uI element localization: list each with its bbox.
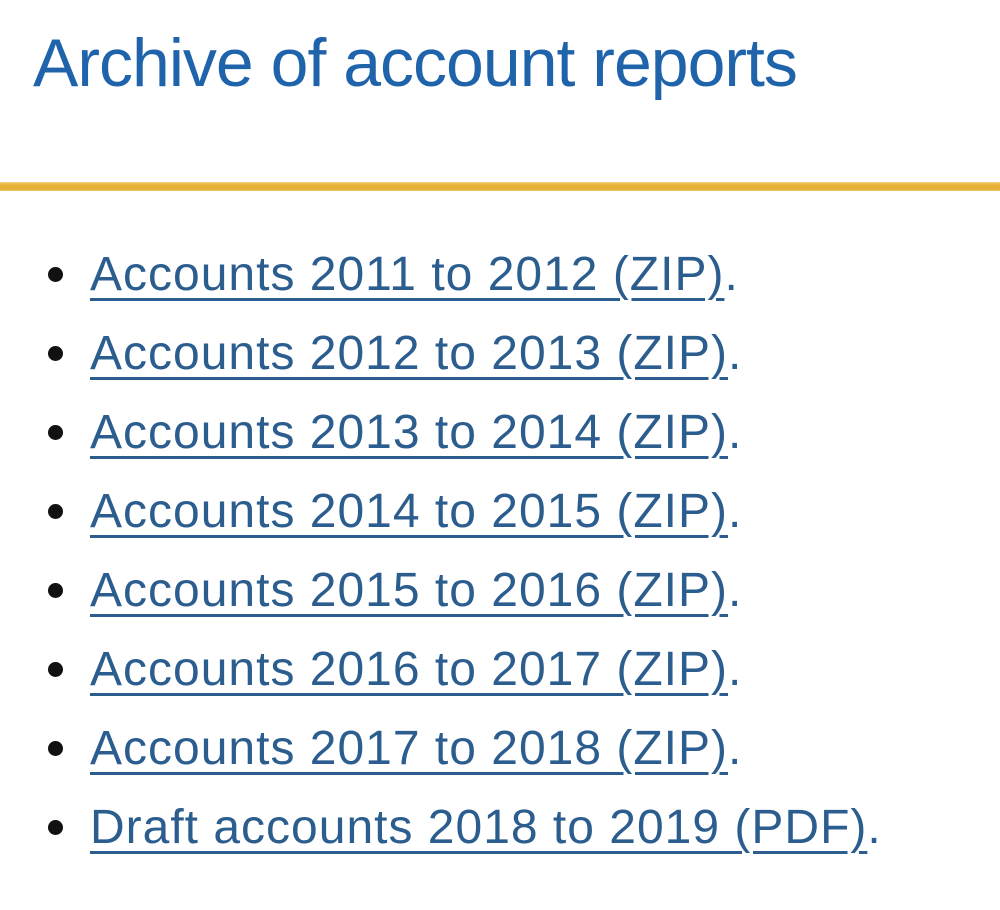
list-item-period: .: [728, 722, 743, 775]
report-link[interactable]: Accounts 2015 to 2016 (ZIP): [90, 564, 729, 617]
list-item-period: .: [728, 564, 743, 617]
list-item: Accounts 2015 to 2016 (ZIP).: [0, 558, 882, 623]
list-item-period: .: [724, 248, 739, 301]
bullet-icon: [48, 267, 63, 282]
report-link[interactable]: Draft accounts 2018 to 2019 (PDF): [90, 801, 868, 854]
list-item: Accounts 2014 to 2015 (ZIP).: [0, 479, 882, 544]
section-divider: [0, 182, 1000, 191]
list-item-period: .: [867, 801, 882, 854]
report-list: Accounts 2011 to 2012 (ZIP). Accounts 20…: [0, 242, 882, 874]
report-link[interactable]: Accounts 2017 to 2018 (ZIP): [90, 722, 729, 775]
list-item-period: .: [728, 485, 743, 538]
bullet-icon: [48, 662, 63, 677]
list-item: Draft accounts 2018 to 2019 (PDF).: [0, 795, 882, 860]
report-link[interactable]: Accounts 2014 to 2015 (ZIP): [90, 485, 729, 538]
list-item: Accounts 2013 to 2014 (ZIP).: [0, 400, 882, 465]
report-link[interactable]: Accounts 2016 to 2017 (ZIP): [90, 643, 729, 696]
list-item-period: .: [728, 327, 743, 380]
bullet-icon: [48, 425, 63, 440]
list-item: Accounts 2012 to 2013 (ZIP).: [0, 321, 882, 386]
list-item: Accounts 2016 to 2017 (ZIP).: [0, 637, 882, 702]
bullet-icon: [48, 820, 63, 835]
report-link[interactable]: Accounts 2012 to 2013 (ZIP): [90, 327, 729, 380]
bullet-icon: [48, 504, 63, 519]
list-item: Accounts 2017 to 2018 (ZIP).: [0, 716, 882, 781]
bullet-icon: [48, 741, 63, 756]
bullet-icon: [48, 583, 63, 598]
report-link[interactable]: Accounts 2011 to 2012 (ZIP): [90, 248, 725, 301]
list-item: Accounts 2011 to 2012 (ZIP).: [0, 242, 882, 307]
bullet-icon: [48, 346, 63, 361]
list-item-period: .: [728, 643, 743, 696]
list-item-period: .: [728, 406, 743, 459]
page-title: Archive of account reports: [33, 25, 798, 101]
report-link[interactable]: Accounts 2013 to 2014 (ZIP): [90, 406, 729, 459]
